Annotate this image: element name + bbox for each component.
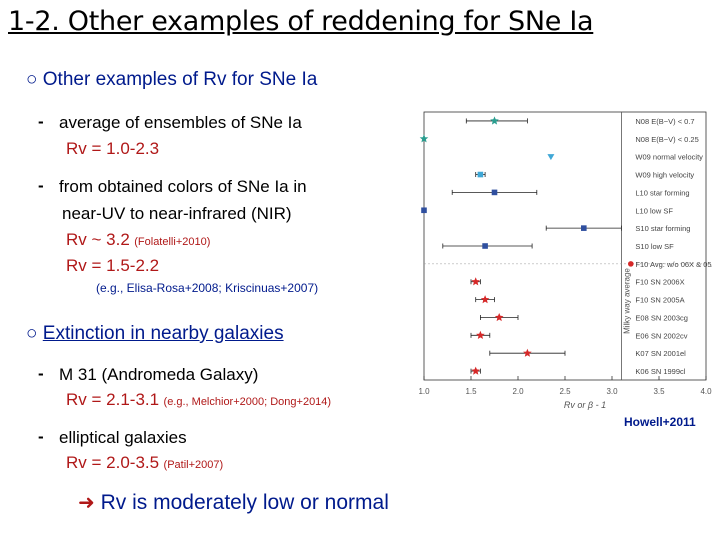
page-title: 1-2. Other examples of reddening for SNe… [8, 6, 594, 37]
item-m31: M 31 (Andromeda Galaxy) [59, 365, 259, 384]
row-label: W09 normal velocity [635, 153, 703, 162]
circle-bullet-icon: ○ [26, 69, 38, 90]
data-row: S10 star forming [545, 224, 690, 233]
row-label: K06 SN 1999cl [635, 367, 685, 376]
data-row: S10 low SF [442, 242, 674, 251]
data-point-triangle [547, 154, 555, 161]
data-row: F10 SN 2005A [475, 295, 685, 305]
rv-value: Rv = 2.1-3.1 [66, 390, 160, 409]
data-row: F10 SN 2006X [470, 277, 685, 287]
x-axis-label: Rv or β - 1 [564, 400, 606, 410]
row-label: L10 star forming [635, 188, 689, 197]
rv-folatelli: Rv ~ 3.2 (Folatelli+2010) [66, 230, 210, 250]
data-row: E06 SN 2002cv [470, 330, 688, 340]
data-point-circle [628, 261, 634, 267]
item-colors-line2: near-UV to near-infrared (NIR) [62, 204, 292, 223]
row-label: S10 star forming [635, 224, 690, 233]
data-row: K07 SN 2001el [489, 348, 686, 358]
x-tick-label: 4.0 [700, 387, 712, 396]
data-row: N08 E(B−V) < 0.7 [465, 116, 695, 126]
data-point-star [490, 116, 499, 125]
data-point-square [482, 243, 488, 249]
rv-colors-range: Rv = 1.5-2.2 [66, 256, 160, 275]
data-row: E08 SN 2003cg [480, 313, 688, 322]
data-point-square [421, 207, 427, 214]
conclusion-text: Rv is moderately low or normal [100, 491, 389, 514]
dash-bullet-icon: - [38, 176, 44, 195]
data-row: L10 low SF [421, 206, 673, 215]
data-point-star [471, 277, 480, 286]
x-tick-label: 1.5 [465, 387, 477, 396]
dash-bullet-icon: - [38, 112, 44, 131]
x-tick-label: 2.5 [559, 387, 571, 396]
rv-m31: Rv = 2.1-3.1 (e.g., Melchior+2000; Dong+… [66, 390, 331, 410]
row-label: N08 E(B−V) < 0.25 [635, 135, 698, 144]
row-label: F10 SN 2006X [635, 278, 684, 287]
rv-value: Rv ~ 3.2 [66, 230, 130, 249]
data-point-star [494, 313, 504, 322]
data-point-star [523, 348, 532, 357]
data-row: F10 Avg: w/o 06X & 05A [628, 260, 712, 269]
figure-credit: Howell+2011 [624, 415, 696, 429]
rv-value: Rv = 2.0-3.5 [66, 453, 160, 472]
row-label: K07 SN 2001el [635, 349, 686, 358]
row-label: E06 SN 2002cv [635, 331, 687, 340]
section1-heading-text: Other examples of Rv for SNe Ia [42, 69, 318, 90]
circle-bullet-icon: ○ [26, 323, 38, 344]
row-label: L10 low SF [635, 206, 673, 215]
data-point-star [471, 366, 480, 375]
x-tick-label: 2.0 [512, 387, 524, 396]
section2-heading: ○ Extinction in nearby galaxies [26, 323, 284, 345]
data-point-square [491, 189, 498, 196]
row-label: S10 low SF [635, 242, 674, 251]
rv-elliptical: Rv = 2.0-3.5 (Patil+2007) [66, 453, 223, 473]
data-row: N08 E(B−V) < 0.25 [419, 134, 699, 144]
data-row: W09 high velocity [475, 171, 694, 180]
rv-average-ensembles: Rv = 1.0-2.3 [66, 139, 160, 158]
data-row: L10 star forming [451, 188, 690, 197]
data-point-square [477, 171, 484, 178]
item-average-ensembles: average of ensembles of SNe Ia [59, 113, 302, 132]
section1-heading: ○ Other examples of Rv for SNe Ia [26, 69, 317, 91]
item-elliptical: elliptical galaxies [59, 428, 187, 447]
rv-reference: (Patil+2007) [163, 459, 224, 471]
references-text: (e.g., Elisa-Rosa+2008; Kriscinuas+2007) [96, 281, 319, 295]
data-point-square [581, 225, 587, 231]
x-tick-label: 1.0 [418, 387, 430, 396]
rv-reference: (e.g., Melchior+2000; Dong+2014) [163, 396, 332, 408]
row-label: F10 SN 2005A [635, 296, 684, 305]
section2-heading-text: Extinction in nearby galaxies [42, 323, 284, 344]
row-label: F10 Avg: w/o 06X & 05A [635, 260, 712, 269]
data-row: W09 normal velocity [547, 153, 703, 162]
x-tick-label: 3.5 [653, 387, 665, 396]
dash-bullet-icon: - [38, 427, 44, 446]
row-label: E08 SN 2003cg [635, 313, 688, 322]
dash-bullet-icon: - [38, 364, 44, 383]
data-point-star [419, 134, 429, 143]
right-arrow-icon: ➜ [78, 492, 95, 514]
rv-comparison-plot: 1.0 1.5 2.0 2.5 3.0 3.5 4.0 Rv or β - 1 Milky wa… [418, 111, 712, 410]
data-row: K06 SN 1999cl [470, 366, 686, 376]
rv-reference: (Folatelli+2010) [134, 236, 211, 248]
data-point-star [480, 295, 490, 304]
item-colors-line1: from obtained colors of SNe Ia in [59, 177, 307, 196]
x-tick-label: 3.0 [606, 387, 618, 396]
row-label: W09 high velocity [635, 171, 694, 180]
conclusion: ➜ Rv is moderately low or normal [78, 490, 389, 515]
data-point-star [476, 330, 485, 339]
row-label: N08 E(B−V) < 0.7 [635, 117, 694, 126]
y-axis-label: Milky way average [622, 268, 631, 334]
